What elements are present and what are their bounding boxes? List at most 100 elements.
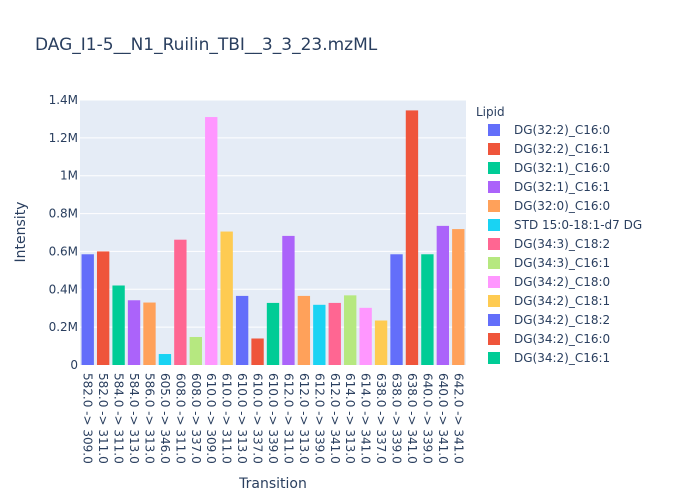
y-tick-label: 0.8M xyxy=(49,207,78,221)
bar[interactable] xyxy=(390,254,403,365)
x-tick-label: 610.0 -> 337.0 xyxy=(251,373,265,464)
bar[interactable] xyxy=(297,295,311,365)
bar[interactable] xyxy=(189,336,202,365)
x-tick-label: 640.0 -> 339.0 xyxy=(420,373,434,464)
legend-item[interactable]: DG(34:2)_C18:1 xyxy=(488,294,610,308)
legend-item[interactable]: DG(32:0)_C16:0 xyxy=(488,199,610,213)
y-tick-label: 1M xyxy=(60,169,78,183)
legend-label: STD 15:0-18:1-d7 DG xyxy=(514,218,642,232)
bar[interactable] xyxy=(96,251,110,365)
legend-item[interactable]: DG(34:2)_C16:0 xyxy=(488,332,610,346)
y-axis-label: Intensity xyxy=(13,202,29,263)
bar[interactable] xyxy=(374,320,388,365)
bar[interactable] xyxy=(235,295,249,365)
x-tick-label: 582.0 -> 311.0 xyxy=(96,373,110,464)
x-tick-label: 584.0 -> 313.0 xyxy=(127,373,141,464)
legend-swatch xyxy=(488,314,500,326)
legend-swatch xyxy=(488,219,500,231)
legend-label: DG(32:2)_C16:1 xyxy=(514,142,610,156)
x-tick-label: 612.0 -> 339.0 xyxy=(312,373,326,464)
bar[interactable] xyxy=(127,300,141,365)
bar[interactable] xyxy=(421,254,434,365)
legend-swatch xyxy=(488,295,500,307)
x-tick-label: 610.0 -> 309.0 xyxy=(204,373,218,464)
chart-title: DAG_I1-5__N1_Ruilin_TBI__3_3_23.mzML xyxy=(35,35,378,55)
y-tick-label: 1.4M xyxy=(49,93,78,107)
legend-label: DG(32:0)_C16:0 xyxy=(514,199,610,213)
legend-label: DG(34:2)_C16:1 xyxy=(514,351,610,365)
x-tick-label: 612.0 -> 313.0 xyxy=(297,373,311,464)
legend-swatch xyxy=(488,162,500,174)
bar[interactable] xyxy=(344,295,357,365)
legend-label: DG(34:2)_C18:0 xyxy=(514,275,610,289)
y-tick-label: 0.6M xyxy=(49,244,78,258)
x-tick-label: 608.0 -> 337.0 xyxy=(189,373,203,464)
legend-swatch xyxy=(488,333,500,345)
legend-label: DG(34:3)_C16:1 xyxy=(514,256,610,270)
x-axis-ticks: 582.0 -> 309.0 582.0 -> 311.0 584.0 -> 311… xyxy=(81,373,466,464)
bar[interactable] xyxy=(205,117,218,366)
legend-item[interactable]: DG(32:1)_C16:0 xyxy=(488,161,610,175)
x-axis-label: Transition xyxy=(238,476,307,492)
y-axis-ticks: 0 0.2M 0.4M 0.6M 0.8M 1M 1.2M 1.4M xyxy=(49,93,78,372)
bar[interactable] xyxy=(158,354,172,365)
legend-label: DG(32:1)_C16:0 xyxy=(514,161,610,175)
bar[interactable] xyxy=(436,225,450,365)
bar[interactable] xyxy=(266,302,280,365)
bar[interactable] xyxy=(405,110,419,366)
legend-item[interactable]: DG(34:2)_C18:2 xyxy=(488,313,610,327)
y-tick-label: 0.4M xyxy=(49,282,78,296)
x-tick-label: 610.0 -> 313.0 xyxy=(235,373,249,464)
legend-label: DG(34:2)_C18:2 xyxy=(514,313,610,327)
legend-label: DG(34:3)_C18:2 xyxy=(514,237,610,251)
x-tick-label: 582.0 -> 309.0 xyxy=(81,373,95,464)
legend-item[interactable]: DG(34:2)_C16:1 xyxy=(488,351,610,365)
legend-item[interactable]: DG(32:2)_C16:0 xyxy=(488,123,610,137)
legend-title: Lipid xyxy=(476,105,505,119)
x-tick-label: 638.0 -> 341.0 xyxy=(405,373,419,464)
x-tick-label: 614.0 -> 341.0 xyxy=(359,373,373,464)
y-tick-label: 0.2M xyxy=(49,320,78,334)
x-tick-label: 642.0 -> 341.0 xyxy=(451,373,465,464)
x-tick-label: 640.0 -> 341.0 xyxy=(436,373,450,464)
bar[interactable] xyxy=(251,338,264,366)
x-tick-label: 638.0 -> 339.0 xyxy=(390,373,404,464)
legend-item[interactable]: DG(34:2)_C18:0 xyxy=(488,275,610,289)
x-tick-label: 612.0 -> 341.0 xyxy=(328,373,342,464)
legend-swatch xyxy=(488,238,500,250)
x-tick-label: 614.0 -> 313.0 xyxy=(343,373,357,464)
bar[interactable] xyxy=(81,254,94,365)
bar[interactable] xyxy=(174,239,187,365)
legend-item[interactable]: DG(32:2)_C16:1 xyxy=(488,142,610,156)
legend-swatch xyxy=(488,257,500,269)
x-tick-label: 608.0 -> 311.0 xyxy=(173,373,187,464)
legend-item[interactable]: DG(34:3)_C18:2 xyxy=(488,237,610,251)
bar[interactable] xyxy=(313,304,326,365)
bars xyxy=(81,110,465,366)
legend-item[interactable]: DG(32:1)_C16:1 xyxy=(488,180,610,194)
y-tick-label: 0 xyxy=(70,358,78,372)
x-tick-label: 610.0 -> 339.0 xyxy=(266,373,280,464)
x-tick-label: 605.0 -> 346.0 xyxy=(158,373,172,464)
bar[interactable] xyxy=(220,231,233,365)
legend-swatch xyxy=(488,124,500,136)
x-tick-label: 612.0 -> 311.0 xyxy=(281,373,295,464)
legend-label: DG(32:2)_C16:0 xyxy=(514,123,610,137)
legend-swatch xyxy=(488,200,500,212)
bar[interactable] xyxy=(143,302,156,365)
legend-swatch xyxy=(488,276,500,288)
x-tick-label: 586.0 -> 313.0 xyxy=(142,373,156,464)
bar[interactable] xyxy=(328,302,341,365)
legend-label: DG(34:2)_C18:1 xyxy=(514,294,610,308)
legend-swatch xyxy=(488,181,500,193)
legend-item[interactable]: DG(34:3)_C16:1 xyxy=(488,256,610,270)
bar[interactable] xyxy=(452,229,465,365)
legend-item[interactable]: STD 15:0-18:1-d7 DG xyxy=(488,218,642,232)
bar[interactable] xyxy=(359,307,372,365)
bar[interactable] xyxy=(282,235,295,365)
legend: Lipid DG(32:2)_C16:0 DG(32:2)_C16:1 DG(32:… xyxy=(476,105,642,365)
legend-swatch xyxy=(488,352,500,364)
bar[interactable] xyxy=(112,285,125,366)
